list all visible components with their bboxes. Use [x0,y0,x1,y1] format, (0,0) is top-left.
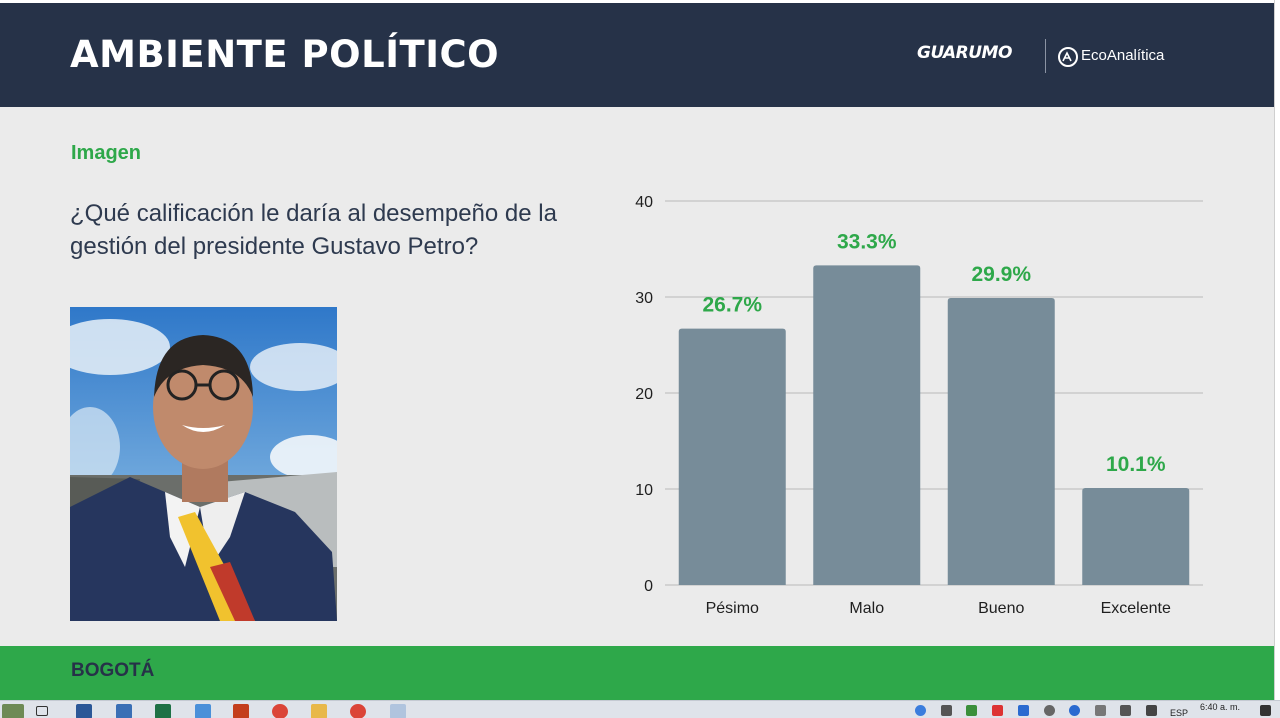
clock[interactable]: 6:40 a. m. [1200,702,1241,712]
excel-icon[interactable] [155,704,171,718]
remote-desktop-icon[interactable] [195,704,211,718]
y-tick-label: 0 [644,578,653,595]
section-label: Imagen [71,142,142,164]
task-view-icon[interactable] [36,706,48,716]
ecoanalitica-logo-icon [1058,47,1078,67]
bluetooth-icon[interactable] [1069,705,1080,716]
header-bar: AMBIENTE POLÍTICO GUARUMO EcoAnalítica [0,3,1274,107]
bar [947,297,1055,585]
data-label: 26.7% [702,294,762,317]
y-tick-label: 40 [635,194,653,211]
file-explorer-icon[interactable] [311,704,327,718]
nvidia-icon[interactable] [966,705,977,716]
category-label: Pésimo [706,600,759,617]
data-label: 33.3% [837,230,897,253]
rating-bar-chart: 26.7% 33.3% 29.9% 10.1% 0 10 20 30 40 Pésimo Malo… [635,194,1203,617]
category-label: Bueno [978,600,1024,617]
president-portrait [70,307,337,621]
top-border [0,0,1274,3]
data-label: 10.1% [1106,453,1166,476]
window-scrollbar[interactable] [1274,0,1280,700]
battery-icon[interactable] [1095,705,1106,716]
antivirus-icon[interactable] [992,705,1003,716]
y-tick-label: 10 [635,482,653,499]
category-label: Excelente [1101,600,1171,617]
footer-bar: BOGOTÁ [0,646,1274,700]
sync-icon[interactable] [1044,705,1055,716]
guarumo-logo: GUARUMO [917,43,1012,63]
windows-taskbar: ESP 6:40 a. m. [0,700,1280,718]
y-tick-label: 20 [635,386,653,403]
help-icon[interactable] [915,705,926,716]
region-label: BOGOTÁ [71,660,155,681]
defender-icon[interactable] [1018,705,1029,716]
presentation-slide: AMBIENTE POLÍTICO GUARUMO EcoAnalítica I… [0,0,1274,700]
y-tick-label: 30 [635,290,653,307]
bar [1082,488,1190,585]
chrome-icon[interactable] [350,704,366,718]
chrome-icon[interactable] [272,704,288,718]
data-label: 29.9% [971,263,1031,286]
survey-question: ¿Qué calificación le daría al desempeño … [70,200,557,260]
security-icon[interactable] [941,705,952,716]
volume-icon[interactable] [1120,705,1131,716]
bar [678,328,786,585]
powerpoint-icon[interactable] [233,704,249,718]
wifi-icon[interactable] [1146,705,1157,716]
logo-divider [1045,39,1046,73]
bar [813,265,921,585]
windows-logo-icon[interactable] [2,704,24,718]
network-icon[interactable] [116,704,132,718]
paint-icon[interactable] [390,704,406,718]
slide-title: AMBIENTE POLÍTICO [70,33,500,76]
ecoanalitica-logo: EcoAnalítica [1081,47,1165,64]
word-icon[interactable] [76,704,92,718]
language-indicator[interactable]: ESP [1170,708,1189,718]
category-label: Malo [849,600,884,617]
notifications-icon[interactable] [1260,705,1271,716]
